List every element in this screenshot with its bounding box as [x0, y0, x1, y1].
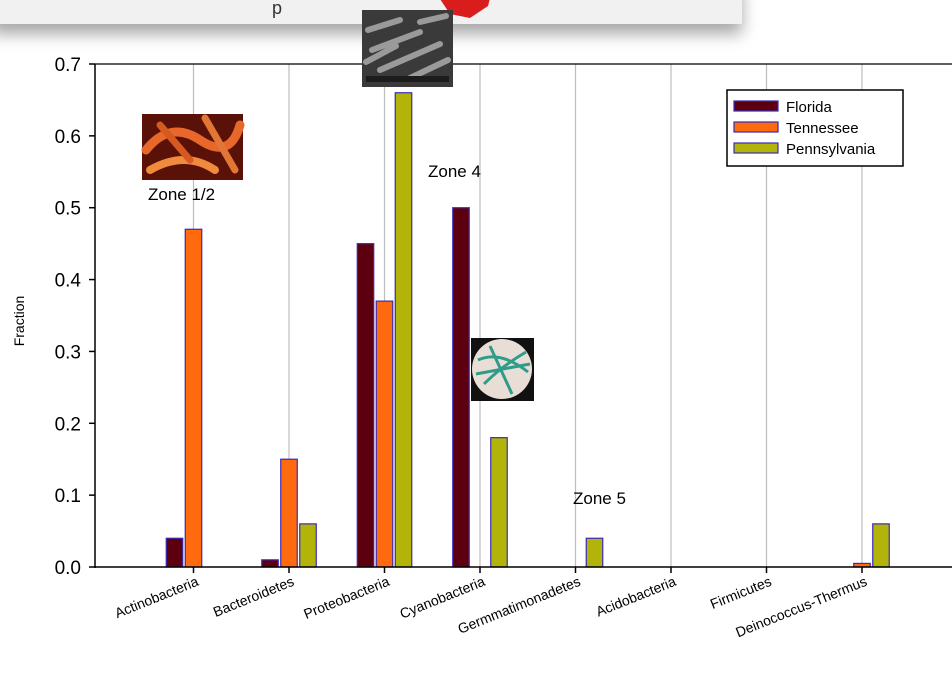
y-axis-label: Fraction — [11, 296, 27, 347]
legend-label-tennessee: Tennessee — [786, 120, 859, 137]
top-banner-text: p — [272, 0, 283, 18]
actinobacteria-photo — [141, 114, 245, 180]
bar-pennsylvania-7 — [872, 523, 890, 568]
proteobacteria-photo — [362, 10, 453, 87]
legend-swatch-tennessee — [733, 121, 779, 133]
bar-pennsylvania-2 — [394, 92, 413, 568]
x-tick-label: Actinobacteria — [112, 573, 200, 621]
legend-label-florida: Florida — [786, 99, 833, 116]
axes — [89, 63, 952, 573]
bar-tennessee-2 — [375, 300, 394, 568]
y-tick-label: 0.4 — [55, 271, 82, 292]
bar-pennsylvania-4 — [585, 537, 604, 568]
y-tick-label: 0.2 — [55, 414, 81, 435]
x-tick-label: Bacteroidetes — [211, 573, 296, 620]
bars — [165, 92, 890, 568]
y-tick-label: 0.7 — [55, 55, 81, 76]
bar-pennsylvania-1 — [299, 523, 317, 568]
cyanobacteria-photo — [471, 338, 534, 401]
bar-tennessee-1 — [280, 458, 298, 568]
legend-swatch-florida — [733, 100, 779, 112]
y-tick-label: 0.5 — [55, 199, 81, 220]
annotation-zone-5: Zone 5 — [573, 489, 626, 508]
legend-swatch-pennsylvania — [733, 142, 779, 154]
x-tick-labels: Actinobacteria Bacteroidetes Proteobacteri… — [112, 573, 869, 640]
y-tick-label: 0.0 — [55, 558, 81, 579]
bar-florida-0 — [165, 537, 184, 568]
bar-florida-3 — [452, 207, 470, 568]
bar-florida-2 — [356, 243, 375, 568]
x-tick-label: Firmicutes — [708, 573, 774, 612]
x-tick-label: Proteobacteria — [301, 573, 392, 622]
legend: Florida Tennessee Pennsylvania — [726, 89, 904, 167]
legend-label-pennsylvania: Pennsylvania — [786, 141, 876, 158]
annotation-zone-1-2: Zone 1/2 — [148, 185, 215, 204]
bar-florida-1 — [261, 559, 279, 568]
annotation-zone-4: Zone 4 — [428, 162, 481, 181]
bar-tennessee-0 — [184, 228, 203, 568]
bar-pennsylvania-3 — [490, 437, 508, 568]
y-tick-label: 0.6 — [55, 127, 81, 148]
y-tick-label: 0.3 — [55, 342, 81, 363]
y-tick-label: 0.1 — [55, 486, 81, 507]
x-tick-label: Acidobacteria — [593, 573, 678, 620]
y-tick-labels: 0.0 0.1 0.2 0.3 0.4 0.5 0.6 0.7 — [55, 55, 82, 579]
